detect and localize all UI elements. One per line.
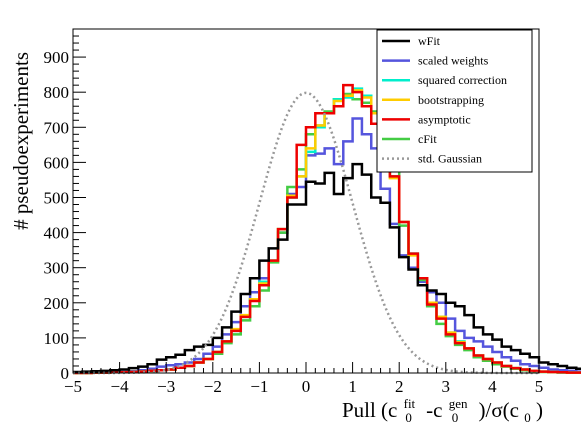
x-title-mid: -c [426,398,442,422]
x-title-sub3: 0 [524,410,531,425]
y-tick-label: 0 [61,364,70,383]
legend-label: cFit [418,132,437,146]
x-tick-label: 2 [395,377,404,396]
y-tick-label: 800 [44,83,70,102]
x-tick-label: −3 [157,377,175,396]
x-tick-label: −1 [250,377,268,396]
x-tick-label: 0 [302,377,311,396]
x-tick-label: 4 [488,377,497,396]
x-tick-label: 5 [535,377,544,396]
x-tick-label: −2 [204,377,222,396]
x-title-suffix: ) [536,398,543,422]
y-tick-label: 400 [44,224,70,243]
x-tick-label: 3 [442,377,451,396]
x-tick-label: −5 [64,377,82,396]
x-title-sub2: 0 [452,410,459,425]
legend: wFit scaled weights squared correction boot… [376,29,533,173]
legend-label: wFit [418,34,441,48]
x-axis-title: Pull (c fit 0 -c gen 0 )/σ(c 0 ) [342,389,543,427]
x-title-sub1: 0 [405,410,412,425]
series-std-gaussian [73,91,539,375]
y-tick-label: 900 [44,48,70,67]
x-title-sup1: fit [404,396,416,411]
x-title-prefix: Pull (c [342,398,397,422]
legend-label: std. Gaussian [418,152,482,166]
legend-label: scaled weights [418,54,489,68]
y-tick-label: 300 [44,259,70,278]
x-axis: −5 −4 −3 −2 −1 0 1 2 3 4 5 [64,362,543,396]
series-scaled-weights [73,117,581,374]
y-tick-label: 500 [44,188,70,207]
y-tick-label: 700 [44,118,70,137]
legend-label: bootstrapping [418,93,484,107]
x-tick-label: −4 [111,377,130,396]
x-tick-label: 1 [348,377,357,396]
y-tick-label: 100 [44,329,70,348]
x-title-sup2: gen [449,396,468,411]
x-title-rest: )/σ(c [479,398,519,422]
legend-label: squared correction [418,73,507,87]
y-axis: 0 100 200 300 400 500 600 700 800 900 [44,35,86,383]
y-tick-label: 200 [44,294,70,313]
y-axis-title: # pseudoexperiments [9,52,33,230]
y-tick-label: 600 [44,153,70,172]
legend-label: asymptotic [418,112,471,126]
